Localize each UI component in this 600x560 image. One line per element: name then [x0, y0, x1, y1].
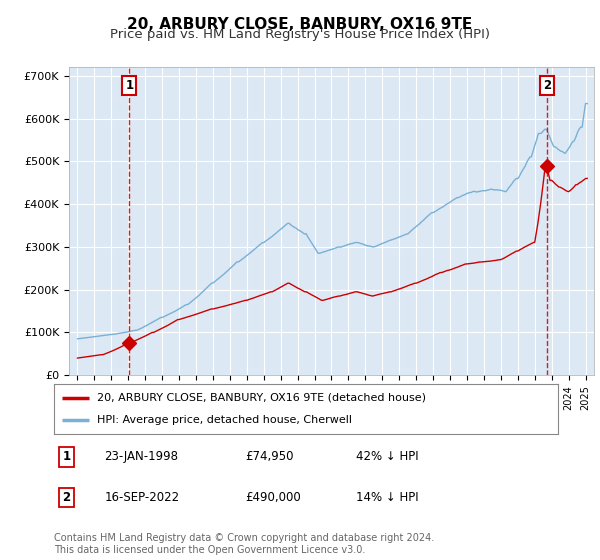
Text: £74,950: £74,950	[245, 450, 294, 463]
Text: Price paid vs. HM Land Registry's House Price Index (HPI): Price paid vs. HM Land Registry's House …	[110, 28, 490, 41]
Text: 1: 1	[125, 79, 133, 92]
Text: £490,000: £490,000	[245, 491, 301, 504]
Text: 2: 2	[542, 79, 551, 92]
Text: 16-SEP-2022: 16-SEP-2022	[104, 491, 179, 504]
Text: 42% ↓ HPI: 42% ↓ HPI	[356, 450, 419, 463]
Text: HPI: Average price, detached house, Cherwell: HPI: Average price, detached house, Cher…	[97, 415, 352, 425]
Text: 2: 2	[62, 491, 71, 504]
Text: 14% ↓ HPI: 14% ↓ HPI	[356, 491, 419, 504]
Text: Contains HM Land Registry data © Crown copyright and database right 2024.
This d: Contains HM Land Registry data © Crown c…	[54, 533, 434, 555]
Text: 20, ARBURY CLOSE, BANBURY, OX16 9TE (detached house): 20, ARBURY CLOSE, BANBURY, OX16 9TE (det…	[97, 393, 426, 403]
Text: 23-JAN-1998: 23-JAN-1998	[104, 450, 178, 463]
Text: 20, ARBURY CLOSE, BANBURY, OX16 9TE: 20, ARBURY CLOSE, BANBURY, OX16 9TE	[127, 17, 473, 32]
Text: 1: 1	[62, 450, 71, 463]
